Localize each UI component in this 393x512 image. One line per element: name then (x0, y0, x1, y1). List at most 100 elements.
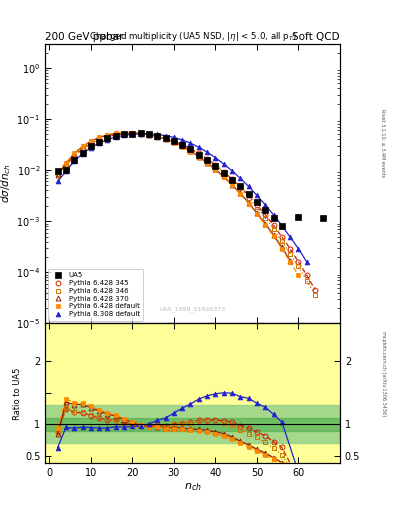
Pythia 6.428 default (255, 211, 259, 217)
Pythia 6.428 default (64, 160, 68, 166)
X-axis label: $n_{ch}$: $n_{ch}$ (184, 481, 202, 493)
Pythia 8.308 default (263, 202, 268, 208)
Pythia 6.428 default (163, 136, 168, 142)
Pythia 6.428 346 (230, 177, 234, 183)
Pythia 8.308 default (105, 137, 110, 143)
Text: mcplots.cern.ch [arXiv:1306.3436]: mcplots.cern.ch [arXiv:1306.3436] (381, 331, 386, 416)
UA5 (263, 207, 268, 213)
Text: UA5_1989_S1926373: UA5_1989_S1926373 (160, 307, 226, 312)
UA5 (180, 142, 185, 148)
Pythia 6.428 default (114, 130, 118, 136)
Pythia 6.428 345 (279, 233, 284, 240)
Pythia 6.428 346 (88, 140, 93, 146)
Pythia 8.308 default (180, 137, 185, 143)
Text: Soft QCD: Soft QCD (292, 32, 340, 42)
Pythia 6.428 370 (246, 200, 251, 206)
Pythia 6.428 370 (230, 182, 234, 188)
Pythia 6.428 346 (64, 162, 68, 168)
Pythia 6.428 370 (213, 166, 218, 173)
Pythia 6.428 default (238, 191, 242, 197)
Pythia 6.428 345 (105, 134, 110, 140)
Pythia 6.428 345 (171, 138, 176, 144)
UA5 (138, 130, 143, 136)
Pythia 6.428 370 (130, 130, 135, 136)
Pythia 6.428 346 (130, 131, 135, 137)
Line: Pythia 6.428 default: Pythia 6.428 default (55, 130, 301, 278)
Pythia 8.308 default (213, 155, 218, 161)
Pythia 6.428 345 (230, 176, 234, 182)
UA5 (221, 170, 226, 176)
UA5 (271, 215, 276, 221)
Pythia 8.308 default (114, 134, 118, 140)
Pythia 8.308 default (205, 149, 209, 155)
UA5 (72, 157, 77, 163)
Pythia 6.428 default (188, 148, 193, 155)
Pythia 6.428 370 (138, 131, 143, 137)
Pythia 6.428 default (130, 130, 135, 136)
Pythia 6.428 345 (288, 246, 292, 252)
Pythia 8.308 default (64, 168, 68, 174)
Pythia 6.428 default (55, 169, 60, 176)
Pythia 8.308 default (80, 151, 85, 157)
Pythia 6.428 370 (72, 151, 77, 157)
Pythia 6.428 346 (122, 131, 127, 137)
Bar (45, 418, 340, 431)
Title: Charged multiplicity (UA5 NSD, $|\eta|$ < 5.0, all p$_T$): Charged multiplicity (UA5 NSD, $|\eta|$ … (88, 30, 297, 44)
Pythia 6.428 370 (288, 258, 292, 264)
Pythia 8.308 default (230, 168, 234, 174)
Pythia 6.428 346 (72, 153, 77, 159)
Pythia 6.428 346 (114, 132, 118, 138)
Pythia 8.308 default (255, 193, 259, 199)
Pythia 6.428 345 (64, 162, 68, 168)
Pythia 8.308 default (163, 133, 168, 139)
Pythia 6.428 370 (205, 160, 209, 166)
Pythia 6.428 default (288, 259, 292, 265)
Pythia 6.428 345 (313, 287, 318, 293)
Pythia 6.428 346 (55, 171, 60, 177)
Y-axis label: Ratio to UA5: Ratio to UA5 (13, 367, 22, 419)
Pythia 6.428 default (171, 140, 176, 146)
UA5 (80, 150, 85, 156)
Pythia 6.428 default (196, 154, 201, 160)
Pythia 6.428 345 (196, 151, 201, 157)
Pythia 6.428 346 (138, 131, 143, 137)
Pythia 6.428 346 (97, 136, 101, 142)
Pythia 6.428 345 (246, 193, 251, 199)
Pythia 6.428 default (80, 143, 85, 149)
Pythia 6.428 default (221, 174, 226, 180)
Legend: UA5, Pythia 6.428 345, Pythia 6.428 346, Pythia 6.428 370, Pythia 6.428 default,: UA5, Pythia 6.428 345, Pythia 6.428 346,… (48, 269, 143, 321)
Bar (45, 406, 340, 443)
UA5 (205, 157, 209, 163)
Pythia 8.308 default (97, 140, 101, 146)
Pythia 6.428 370 (80, 143, 85, 150)
UA5 (114, 133, 118, 139)
Y-axis label: $d\sigma/dn_{ch}$: $d\sigma/dn_{ch}$ (0, 163, 13, 203)
Pythia 6.428 346 (296, 263, 301, 269)
Pythia 6.428 345 (271, 222, 276, 228)
Pythia 6.428 default (271, 233, 276, 239)
UA5 (122, 131, 127, 137)
Pythia 6.428 default (147, 132, 151, 138)
Pythia 6.428 345 (263, 211, 268, 218)
Pythia 6.428 346 (263, 215, 268, 221)
Pythia 6.428 370 (238, 190, 242, 197)
Pythia 6.428 370 (188, 148, 193, 154)
Pythia 6.428 default (213, 167, 218, 173)
UA5 (321, 215, 326, 221)
Pythia 6.428 346 (255, 204, 259, 210)
Pythia 6.428 345 (97, 137, 101, 143)
Pythia 8.308 default (88, 144, 93, 151)
UA5 (147, 131, 151, 137)
Pythia 6.428 346 (180, 141, 185, 147)
Pythia 6.428 345 (80, 146, 85, 152)
UA5 (196, 152, 201, 158)
UA5 (230, 177, 234, 183)
Pythia 6.428 346 (238, 185, 242, 191)
Pythia 6.428 370 (97, 135, 101, 141)
Pythia 6.428 346 (271, 226, 276, 232)
Pythia 8.308 default (271, 212, 276, 218)
Pythia 6.428 370 (114, 131, 118, 137)
Pythia 6.428 346 (196, 151, 201, 157)
UA5 (246, 191, 251, 197)
Pythia 6.428 346 (105, 134, 110, 140)
